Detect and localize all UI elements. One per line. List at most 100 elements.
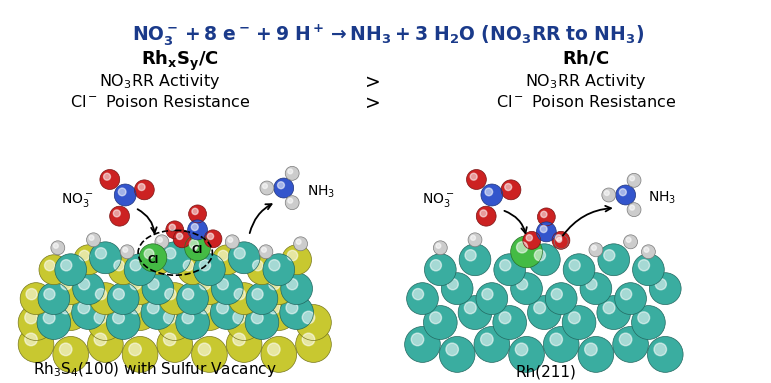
Circle shape — [476, 283, 508, 314]
Circle shape — [552, 231, 570, 249]
Circle shape — [470, 236, 476, 240]
Circle shape — [288, 250, 298, 261]
Circle shape — [285, 166, 299, 180]
Circle shape — [130, 278, 141, 290]
Circle shape — [441, 273, 473, 304]
Circle shape — [72, 273, 104, 304]
Circle shape — [218, 250, 228, 261]
Circle shape — [517, 242, 527, 253]
Circle shape — [88, 304, 123, 340]
Circle shape — [94, 311, 106, 324]
Circle shape — [53, 244, 59, 248]
Circle shape — [143, 245, 173, 275]
Circle shape — [465, 250, 476, 261]
Circle shape — [425, 254, 456, 286]
Circle shape — [200, 260, 210, 271]
Circle shape — [25, 333, 37, 346]
Circle shape — [113, 312, 124, 324]
Circle shape — [510, 236, 542, 268]
Circle shape — [165, 288, 176, 300]
Circle shape — [501, 180, 521, 200]
Text: $\mathrm{NH_3}$: $\mathrm{NH_3}$ — [307, 184, 335, 200]
Circle shape — [192, 337, 227, 372]
Circle shape — [123, 295, 158, 331]
Circle shape — [114, 184, 136, 206]
Circle shape — [509, 337, 544, 372]
Circle shape — [247, 255, 277, 285]
Circle shape — [245, 306, 279, 339]
Circle shape — [45, 260, 55, 271]
Circle shape — [88, 327, 123, 362]
Circle shape — [252, 288, 263, 300]
Text: $\mathbf{NO_3^- + 8\ e^- + 9\ H^+ \rightarrow NH_3 + 3\ H_2O\ (NO_3RR\ to\ NH_3): $\mathbf{NO_3^- + 8\ e^- + 9\ H^+ \right… — [132, 23, 644, 48]
Circle shape — [446, 343, 459, 356]
Circle shape — [109, 206, 130, 226]
Circle shape — [138, 183, 145, 190]
Text: $\mathrm{Cl^-\ Poison\ Resistance}$: $\mathrm{Cl^-\ Poison\ Resistance}$ — [496, 94, 676, 110]
Circle shape — [100, 170, 120, 190]
Circle shape — [163, 311, 176, 324]
Circle shape — [269, 260, 280, 271]
Circle shape — [19, 304, 54, 340]
Circle shape — [433, 241, 447, 255]
Circle shape — [190, 243, 204, 257]
Circle shape — [602, 188, 616, 202]
Circle shape — [37, 306, 71, 339]
Circle shape — [192, 246, 197, 250]
Circle shape — [61, 278, 72, 290]
Circle shape — [233, 311, 245, 324]
Text: $\mathrm{NO_3RR\ Activity}$: $\mathrm{NO_3RR\ Activity}$ — [99, 72, 221, 92]
Circle shape — [107, 283, 139, 314]
Circle shape — [296, 239, 301, 244]
Circle shape — [79, 278, 89, 290]
Circle shape — [261, 247, 267, 252]
Circle shape — [464, 302, 476, 314]
Circle shape — [405, 327, 440, 362]
Circle shape — [493, 306, 527, 339]
Circle shape — [540, 211, 547, 218]
Circle shape — [604, 191, 609, 195]
Circle shape — [43, 312, 55, 324]
Circle shape — [500, 260, 511, 271]
Circle shape — [288, 169, 293, 174]
Circle shape — [644, 247, 649, 252]
Circle shape — [147, 302, 159, 314]
Text: $\mathrm{NH_3}$: $\mathrm{NH_3}$ — [648, 190, 677, 206]
Circle shape — [580, 273, 611, 304]
Circle shape — [482, 288, 493, 300]
Circle shape — [200, 278, 210, 290]
Circle shape — [562, 306, 596, 339]
Circle shape — [159, 283, 190, 314]
Circle shape — [157, 237, 163, 242]
Circle shape — [555, 235, 561, 241]
Circle shape — [173, 230, 191, 248]
Circle shape — [551, 288, 562, 300]
Circle shape — [187, 220, 207, 240]
Circle shape — [53, 337, 89, 372]
Circle shape — [288, 198, 293, 203]
Circle shape — [537, 222, 556, 242]
Circle shape — [177, 233, 183, 239]
Circle shape — [204, 230, 222, 248]
Circle shape — [466, 170, 487, 190]
Circle shape — [72, 296, 106, 329]
Circle shape — [603, 302, 615, 314]
Circle shape — [597, 296, 631, 329]
Circle shape — [302, 333, 315, 346]
Circle shape — [423, 306, 457, 339]
Circle shape — [638, 260, 649, 271]
Circle shape — [163, 333, 176, 346]
Circle shape — [190, 240, 198, 249]
Circle shape — [261, 337, 297, 372]
Circle shape — [19, 327, 54, 362]
Circle shape — [268, 343, 280, 356]
Circle shape — [485, 188, 493, 196]
Circle shape — [578, 337, 614, 372]
Circle shape — [540, 226, 547, 232]
Circle shape — [510, 273, 542, 304]
Circle shape — [192, 295, 227, 331]
Circle shape — [613, 327, 648, 362]
Circle shape — [278, 182, 284, 189]
Circle shape — [246, 283, 278, 314]
Circle shape — [207, 233, 214, 239]
